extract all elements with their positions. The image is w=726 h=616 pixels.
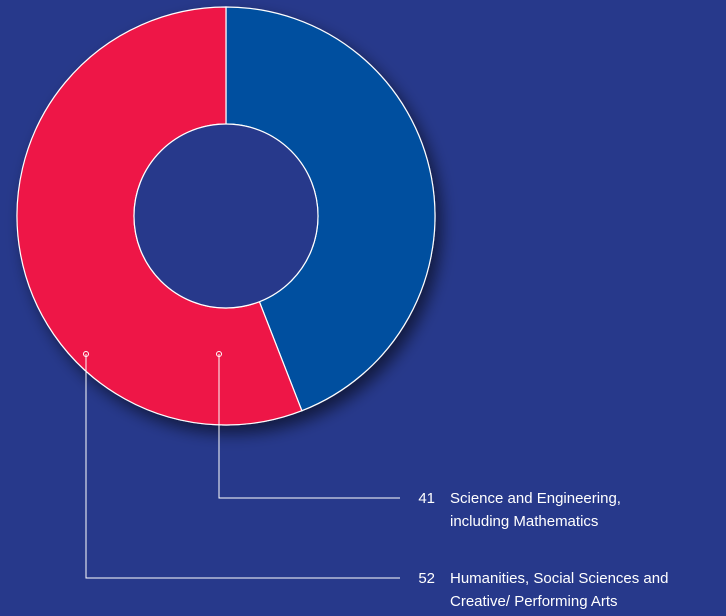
leader-dot-1 [83,351,89,357]
legend-label-1-line-1: Creative/ Performing Arts [450,593,618,610]
legend: 41 Science and Engineering, including Math… [418,490,668,610]
leader-line-1 [85,354,400,579]
leader-lines [83,351,400,579]
legend-value-0: 41 [418,490,435,507]
legend-label-0-line-1: including Mathematics [450,513,598,530]
leader-line-0 [218,354,400,499]
leader-dot-0 [216,351,222,357]
legend-value-1: 52 [418,570,435,587]
donut-hole [133,123,319,309]
legend-label-1-line-0: Humanities, Social Sciences and [450,570,668,587]
donut-hole-circle [133,123,319,309]
legend-label-0-line-0: Science and Engineering, [450,490,621,507]
